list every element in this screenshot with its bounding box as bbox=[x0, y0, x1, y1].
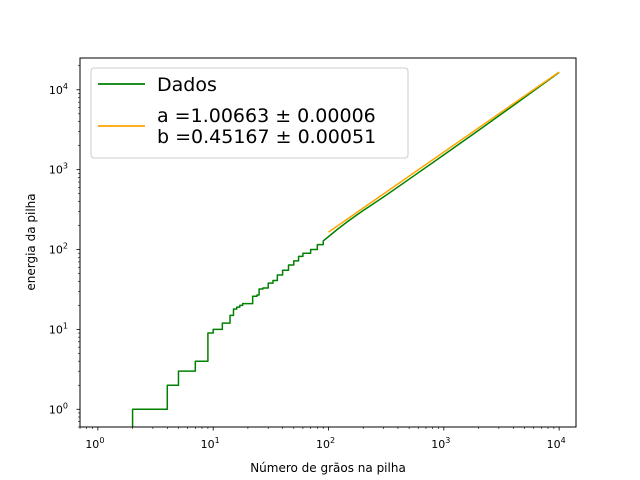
y-tick-label: 102 bbox=[49, 242, 68, 257]
x-tick-label: 101 bbox=[201, 436, 220, 451]
y-axis: 100 101 102 103 104 bbox=[49, 65, 80, 428]
legend-box bbox=[90, 67, 409, 159]
x-tick-label: 103 bbox=[431, 436, 450, 451]
x-axis-label: Número de grãos na pilha bbox=[250, 461, 406, 475]
y-tick-label: 101 bbox=[49, 321, 68, 336]
series-line-2 bbox=[328, 71, 560, 233]
legend-label: a =1.00663 ± 0.00006 bbox=[157, 105, 376, 127]
legend-label: b =0.45167 ± 0.00051 bbox=[157, 126, 376, 148]
y-tick-label: 103 bbox=[49, 162, 68, 177]
x-tick-label: 100 bbox=[85, 436, 104, 451]
x-tick-label: 102 bbox=[316, 436, 335, 451]
y-tick-label: 100 bbox=[49, 401, 68, 416]
series-layer bbox=[131, 71, 560, 427]
y-axis-label: energia da pilha bbox=[24, 193, 38, 290]
legend-label: Dados bbox=[157, 74, 217, 96]
series-line-1 bbox=[131, 71, 560, 427]
y-tick-label: 104 bbox=[49, 82, 68, 97]
x-tick-label: 104 bbox=[547, 436, 566, 451]
plot-frame bbox=[79, 57, 577, 428]
x-axis: 100 101 102 103 104 bbox=[79, 427, 566, 451]
